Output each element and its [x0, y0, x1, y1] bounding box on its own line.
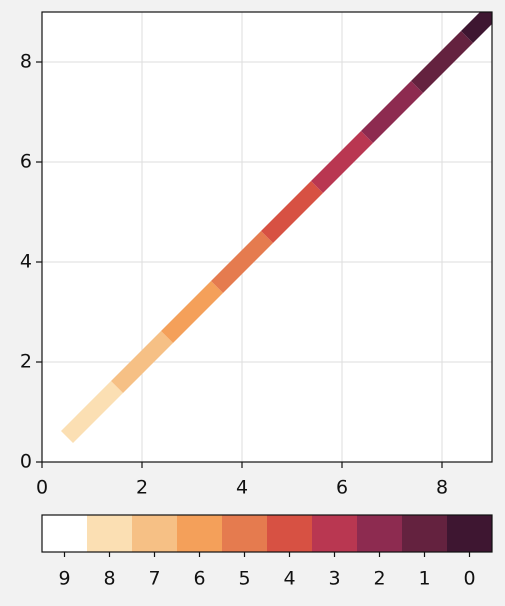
plot-frame [41, 11, 493, 463]
colorbar-label: 0 [463, 568, 475, 590]
colorbar-label: 1 [418, 568, 430, 590]
colorbar-cell [357, 515, 402, 552]
line-segment [160, 280, 224, 344]
colorbar-cell [312, 515, 357, 552]
line-segment [410, 30, 474, 94]
x-tick-label: 2 [136, 477, 148, 499]
x-tick-label: 4 [236, 477, 248, 499]
colorbar-label: 2 [373, 568, 385, 590]
line-segment [210, 230, 274, 294]
colorbar-frame [41, 514, 493, 553]
y-tick-label: 8 [20, 51, 32, 73]
line-segment [60, 380, 124, 444]
line-segment [260, 180, 324, 244]
line-segment [310, 130, 374, 194]
colorbar-label: 6 [193, 568, 205, 590]
y-tick-label: 0 [20, 451, 32, 473]
colorbar-label: 3 [328, 568, 340, 590]
colorbar-label: 4 [283, 568, 295, 590]
colorbar-cell [177, 515, 222, 552]
colorbar-cell [267, 515, 312, 552]
colorbar-cell [42, 515, 87, 552]
colorbar-cell [447, 515, 492, 552]
colorbar-cell [87, 515, 132, 552]
colorbar-label: 5 [238, 568, 250, 590]
y-tick-label: 6 [20, 151, 32, 173]
colorbar-cell [222, 515, 267, 552]
colorbar-label: 9 [58, 568, 70, 590]
x-tick-label: 0 [36, 477, 48, 499]
line-segment [460, 12, 492, 44]
y-tick-label: 4 [20, 251, 32, 273]
colorbar-label: 8 [103, 568, 115, 590]
x-tick-label: 6 [336, 477, 348, 499]
colorbar-cell [402, 515, 447, 552]
colorbar-cell [132, 515, 177, 552]
x-tick-label: 8 [436, 477, 448, 499]
line-segment [110, 330, 174, 394]
line-segment [360, 80, 424, 144]
colorbar-label: 7 [148, 568, 160, 590]
y-tick-label: 2 [20, 351, 32, 373]
